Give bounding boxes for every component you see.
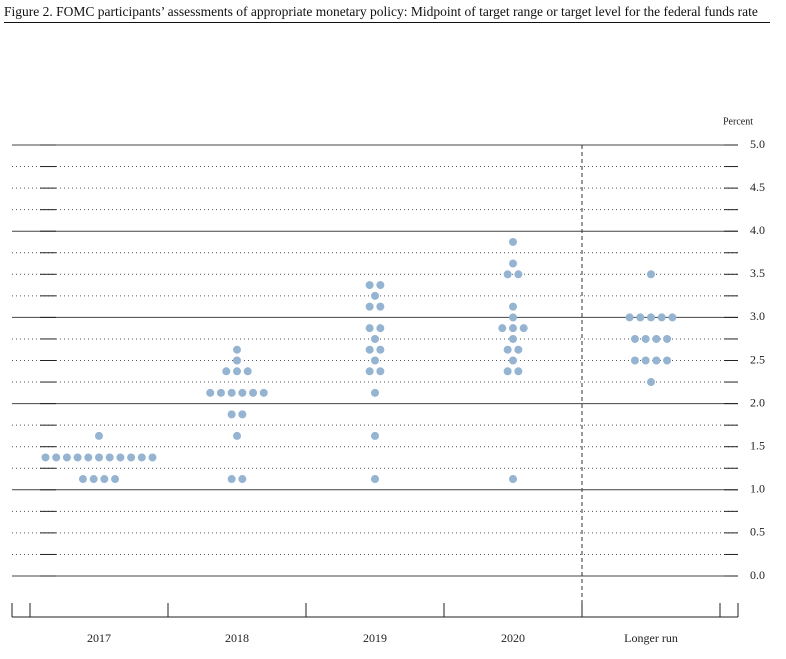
dot (509, 356, 517, 365)
dot (100, 475, 109, 484)
dot (668, 313, 677, 322)
dot (625, 313, 634, 322)
dot (233, 367, 241, 376)
dot (663, 334, 672, 343)
dot (652, 356, 661, 365)
dot (509, 237, 517, 246)
dot (503, 367, 512, 376)
y-tick-label: 2.0 (750, 395, 765, 409)
y-tick-label: 0.0 (750, 568, 765, 582)
dot (95, 431, 103, 440)
dot (233, 345, 241, 354)
y-tick-label: 3.0 (750, 309, 765, 323)
dot (636, 313, 645, 322)
dot (647, 270, 655, 279)
dot (365, 367, 374, 376)
y-axis-label: Percent (723, 116, 753, 127)
dot (73, 453, 82, 462)
dot (647, 313, 655, 322)
dot (663, 356, 672, 365)
dot (227, 410, 236, 419)
y-tick-label: 1.0 (750, 482, 765, 496)
dot (509, 302, 517, 311)
dot (238, 475, 247, 484)
dot (365, 324, 374, 333)
dot (376, 281, 385, 290)
dot (652, 334, 661, 343)
dot (249, 388, 258, 397)
dot (371, 388, 379, 397)
x-tick-label: Longer run (624, 631, 678, 645)
dot (514, 345, 523, 354)
dot (111, 475, 120, 484)
dot (206, 388, 215, 397)
dot (238, 388, 247, 397)
dot (89, 475, 98, 484)
dot (365, 345, 374, 354)
dot (259, 388, 268, 397)
dot (509, 259, 517, 268)
dot (227, 475, 236, 484)
x-tick-label: 2019 (363, 631, 387, 645)
dot (641, 334, 650, 343)
dot (227, 388, 236, 397)
dot (222, 367, 231, 376)
dot (371, 291, 379, 300)
dot (137, 453, 146, 462)
dot (503, 345, 512, 354)
dot (514, 270, 523, 279)
dot (647, 378, 655, 387)
dot (509, 334, 517, 343)
dot (519, 324, 528, 333)
dot (514, 367, 523, 376)
dot (238, 410, 247, 419)
y-tick-label: 4.0 (750, 223, 765, 237)
dot (503, 270, 512, 279)
dot (52, 453, 61, 462)
x-tick-label: 2020 (501, 631, 525, 645)
dot (630, 356, 639, 365)
dot (365, 281, 374, 290)
dot (509, 324, 517, 333)
y-tick-label: 0.5 (750, 525, 765, 539)
dot (105, 453, 114, 462)
dot (233, 356, 241, 365)
y-tick-label: 2.5 (750, 352, 765, 366)
dot (657, 313, 666, 322)
dot (365, 302, 374, 311)
dot (641, 356, 650, 365)
dot (233, 431, 241, 440)
x-tick-label: 2017 (87, 631, 111, 645)
y-tick-label: 5.0 (750, 137, 765, 151)
dot (509, 313, 517, 322)
chart-title: Figure 2. FOMC participants’ assessments… (4, 2, 770, 23)
dot (62, 453, 71, 462)
dot (78, 475, 87, 484)
dot (95, 453, 103, 462)
dot (498, 324, 507, 333)
dot (84, 453, 93, 462)
dot (116, 453, 125, 462)
dot (376, 302, 385, 311)
dot (376, 345, 385, 354)
dot (371, 334, 379, 343)
dot (630, 334, 639, 343)
y-tick-label: 4.5 (750, 180, 765, 194)
dot (216, 388, 225, 397)
dot (371, 431, 379, 440)
x-tick-label: 2018 (225, 631, 249, 645)
dot (376, 324, 385, 333)
dot (376, 367, 385, 376)
dot (371, 356, 379, 365)
dot (243, 367, 252, 376)
y-tick-label: 1.5 (750, 438, 765, 452)
dot (371, 475, 379, 484)
dot (41, 453, 50, 462)
dot (509, 475, 517, 484)
dot (148, 453, 157, 462)
dot (127, 453, 136, 462)
y-tick-label: 3.5 (750, 266, 765, 280)
